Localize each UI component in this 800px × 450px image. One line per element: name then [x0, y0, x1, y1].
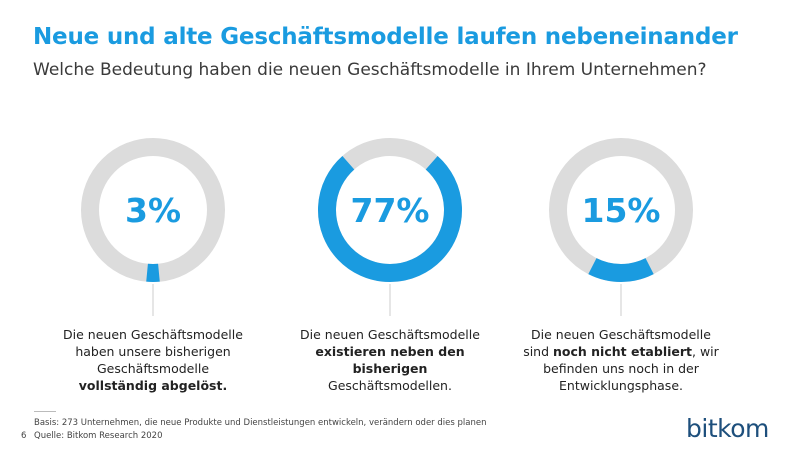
subtitle: Welche Bedeutung haben die neuen Geschäf…: [33, 60, 707, 80]
description-line: Die neuen Geschäftsmodelle: [511, 326, 731, 343]
description-text: Geschäftsmodellen.: [328, 378, 452, 393]
description-line: vollständig abgelöst.: [43, 377, 263, 394]
value-label: 3%: [125, 191, 181, 230]
description-text: Die neuen Geschäftsmodelle: [63, 327, 243, 342]
description-line: bisherigen: [280, 360, 500, 377]
description-text: Geschäftsmodelle: [96, 361, 210, 376]
description: Die neuen Geschäftsmodelle existieren neb…: [280, 326, 500, 394]
description-line: befinden uns noch in der: [511, 360, 731, 377]
logo: bitkom: [686, 414, 769, 443]
description-text: , wir: [692, 344, 719, 359]
description-text: noch nicht etabliert: [553, 344, 693, 359]
value-label: 15%: [582, 191, 661, 230]
footer-rule: [34, 411, 56, 412]
description-text: haben unsere bisherigen: [75, 344, 231, 359]
description-text: befinden uns noch in der: [543, 361, 699, 376]
description-text: Die neuen Geschäftsmodelle: [300, 327, 480, 342]
source-note: Quelle: Bitkom Research 2020: [34, 431, 163, 441]
description-line: Die neuen Geschäftsmodelle: [280, 326, 500, 343]
description-line: Die neuen Geschäftsmodelle: [43, 326, 263, 343]
description-line: Geschäftsmodellen.: [280, 377, 500, 394]
description-text: vollständig abgelöst.: [78, 378, 228, 393]
description-text: sind: [523, 344, 554, 359]
description: Die neuen Geschäftsmodelle sind noch nich…: [511, 326, 731, 394]
description-text: existieren neben den: [315, 344, 465, 359]
description-line: Geschäftsmodelle: [43, 360, 263, 377]
donut-segment: [318, 156, 462, 282]
basis-note: Basis: 273 Unternehmen, die neue Produkt…: [34, 418, 487, 428]
description-text: Entwicklungsphase.: [559, 378, 683, 393]
description-text: Die neuen Geschäftsmodelle: [531, 327, 711, 342]
page-number: 6: [21, 431, 27, 441]
description-line: sind noch nicht etabliert, wir: [511, 343, 731, 360]
title: Neue und alte Geschäftsmodelle laufen ne…: [33, 24, 738, 50]
description-line: existieren neben den: [280, 343, 500, 360]
description-text: bisherigen: [352, 361, 428, 376]
description: Die neuen Geschäftsmodelle haben unsere b…: [43, 326, 263, 394]
description-line: Entwicklungsphase.: [511, 377, 731, 394]
donut-segment: [588, 257, 654, 282]
value-label: 77%: [351, 191, 430, 230]
description-line: haben unsere bisherigen: [43, 343, 263, 360]
